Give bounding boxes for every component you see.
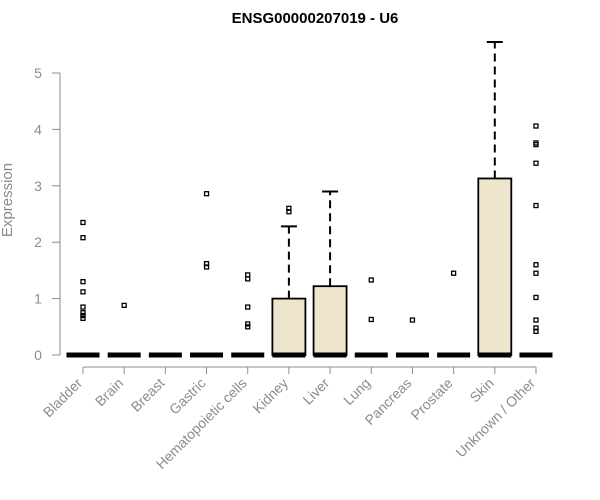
- outlier-point: [80, 310, 86, 316]
- outlier-point: [80, 315, 86, 321]
- outlier-point: [368, 316, 374, 323]
- y-axis: 0 1 2 3 4 5: [34, 65, 61, 363]
- y-axis-label: Expression: [0, 163, 16, 237]
- x-tick-label: Liver: [299, 375, 332, 408]
- chart-title: ENSG00000207019 - U6: [232, 10, 399, 27]
- outlier-point: [245, 321, 251, 327]
- box-3: [190, 191, 224, 358]
- box-9: [437, 270, 471, 358]
- outlier-point: [245, 276, 251, 282]
- outlier-point: [533, 328, 539, 334]
- outlier-point: [533, 294, 539, 301]
- box-10: [477, 40, 513, 358]
- box-4: [231, 272, 265, 358]
- y-tick-label: 0: [34, 347, 42, 363]
- y-tick-label: 1: [34, 291, 42, 307]
- outlier-point: [80, 235, 86, 241]
- outlier-point: [80, 279, 86, 285]
- boxplot-series: [66, 40, 553, 358]
- outlier-point: [80, 289, 86, 295]
- x-tick-label: Prostate: [408, 375, 456, 423]
- box-6: [312, 190, 348, 358]
- outlier-point: [533, 202, 539, 209]
- outlier-point: [121, 302, 127, 309]
- outlier-point: [80, 312, 86, 319]
- box-5: [271, 205, 307, 358]
- x-tick-label: Bladder: [40, 375, 86, 421]
- outlier-point: [450, 270, 457, 276]
- box-body: [271, 297, 307, 356]
- outlier-point: [203, 264, 210, 270]
- outlier-point: [533, 270, 539, 276]
- box-8: [395, 317, 429, 358]
- x-tick-label: Breast: [128, 375, 168, 415]
- outlier-point: [80, 304, 86, 310]
- x-tick-label: Brain: [92, 375, 126, 409]
- outlier-point: [203, 191, 210, 197]
- outlier-point: [533, 160, 539, 166]
- outlier-point: [245, 324, 251, 330]
- x-tick-label: Skin: [466, 375, 497, 406]
- outlier-point: [533, 123, 539, 129]
- outlier-point: [409, 317, 416, 323]
- outlier-point: [533, 141, 539, 148]
- x-tick-label: Lung: [340, 375, 373, 408]
- outlier-point: [286, 209, 292, 215]
- y-tick-label: 5: [34, 65, 42, 81]
- x-tick-label: Kidney: [249, 375, 291, 417]
- box-body: [312, 285, 348, 356]
- y-tick-label: 2: [34, 234, 42, 250]
- box-0: [66, 219, 100, 358]
- outlier-point: [533, 262, 539, 268]
- y-tick-label: 3: [34, 178, 42, 194]
- box-1: [107, 302, 141, 358]
- box-7: [354, 277, 388, 358]
- outlier-point: [368, 277, 374, 283]
- box-11: [519, 123, 553, 358]
- box-body: [477, 177, 513, 356]
- outlier-point: [245, 304, 251, 310]
- y-tick-label: 4: [34, 121, 42, 137]
- outlier-point: [533, 317, 539, 323]
- outlier-point: [80, 219, 86, 226]
